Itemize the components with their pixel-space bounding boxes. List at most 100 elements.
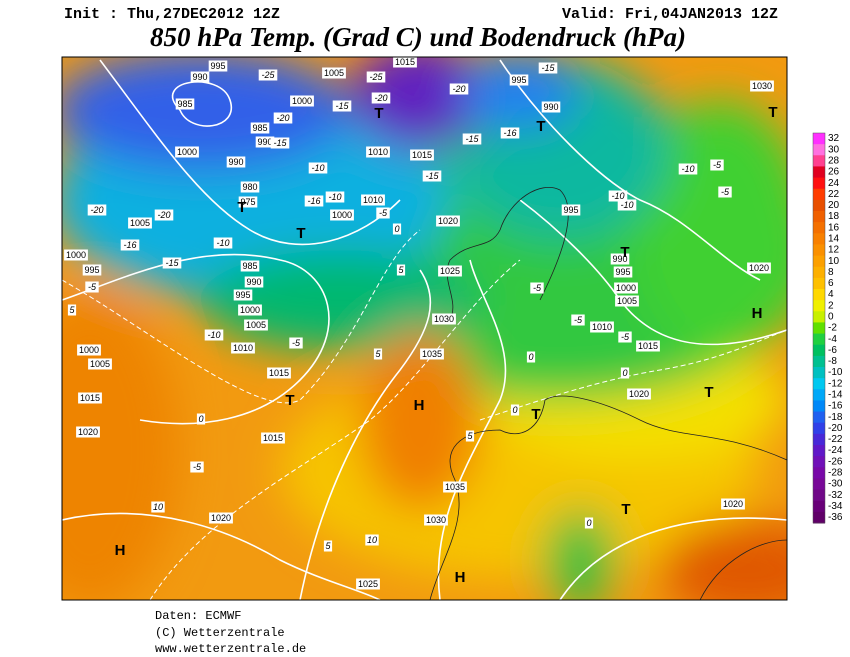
legend-swatch [813,333,825,346]
isotherm-label: 5 [375,349,381,359]
isotherm-label: 5 [69,305,75,315]
isobar-label-bg [747,262,771,274]
isobar-label: 1015 [395,57,415,67]
isobar-label-bg [208,60,228,72]
isobar-label-bg [244,319,268,331]
isobar-label: 990 [543,102,558,112]
isobar-label-bg [610,253,630,265]
legend-label: 20 [828,200,840,211]
legend-label: 12 [828,245,840,256]
isobar-label: 985 [242,261,257,271]
isobar-label-bg [190,71,210,83]
isotherm-label: -20 [157,210,170,220]
low-pressure-center: T [374,105,383,122]
isobar-label-bg [438,265,462,277]
isobar-label: 985 [252,123,267,133]
legend-label: 26 [828,167,840,178]
legend-swatch [813,400,825,413]
high-pressure-center: H [414,397,425,414]
isotherm-label: 10 [153,502,163,512]
isobar-label-bg [721,498,745,510]
isobar-label: 1020 [723,499,743,509]
legend-swatch [813,322,825,335]
isotherm-label: -10 [681,164,694,174]
isobar-label: 1005 [246,320,266,330]
isotherm-label-bg [526,351,536,363]
isotherm-label: -5 [292,338,301,348]
legend-label: -24 [828,445,843,456]
isobar-label: 990 [228,157,243,167]
isobar-label-bg [366,146,390,158]
isobar-label: 1000 [332,210,352,220]
legend-swatch [813,500,825,513]
isotherm-label-bg [371,92,391,104]
isobar-label-bg [238,196,258,208]
legend-swatch [813,244,825,257]
isobar-label-bg [613,266,633,278]
isobars [62,59,787,600]
isobar-label: 1005 [324,68,344,78]
isotherm-label-bg [204,329,224,341]
legend-swatch [813,311,825,323]
isobar-label: 1015 [269,368,289,378]
isotherms [62,229,787,600]
legend-label: 16 [828,222,840,233]
isotherm-label-bg [325,191,345,203]
isotherm-label-bg [323,540,333,552]
isotherm-label-bg [151,501,165,513]
isobar-label: 995 [84,265,99,275]
legend-label: -6 [828,345,837,356]
isobar-label-bg [267,367,291,379]
isobar-label: 1030 [426,515,446,525]
isobar-label-bg [432,313,456,325]
low-pressure-center: T [296,225,305,242]
isotherm-label-bg [465,430,475,442]
isotherm-label: -20 [90,205,103,215]
isotherm-label-bg [620,367,630,379]
isobar-label-bg [290,95,314,107]
legend-swatch [813,199,825,212]
isobar-label-bg [627,388,651,400]
isotherm-label: -10 [216,238,229,248]
isobar-label: 1020 [749,263,769,273]
isotherm-label: 0 [586,518,591,528]
legend-label: 0 [828,311,834,322]
isotherm-label-bg [273,112,293,124]
legend-label: 18 [828,211,840,222]
isotherm-label-bg [618,331,632,343]
isotherm-label: -20 [452,84,465,94]
valid-time: Valid: Fri,04JAN2013 12Z [562,6,778,23]
legend-label: -34 [828,501,843,512]
isotherm-label: -15 [273,138,287,148]
isobar-label-bg [615,295,639,307]
legend-frame [812,132,826,524]
legend-swatch [813,255,825,268]
legend-swatch [813,389,825,401]
isobar-label-bg [443,481,467,493]
isobar-label-bg [240,181,260,193]
isobar-label-bg [330,209,354,221]
isotherm-label: -25 [261,70,275,80]
legend-label: 14 [828,233,840,244]
isobar-label-bg [240,260,260,272]
legend-label: 30 [828,144,840,155]
isotherm-label-bg [396,264,406,276]
isobar-label: 975 [240,197,255,207]
isotherm-label-bg [366,71,386,83]
isobar-label: 1025 [440,266,460,276]
isotherm-label: -5 [88,282,97,292]
isobar-label: 1030 [752,81,772,91]
legend-swatch [813,188,825,201]
legend-label: -36 [828,512,843,523]
isobar-label-bg [76,426,100,438]
isotherm-label-bg [270,137,290,149]
isotherm-label-bg [718,186,732,198]
low-pressure-center: T [536,118,545,135]
isobar-label: 1020 [78,427,98,437]
legend-label: 6 [828,278,834,289]
isobar-label: 1020 [438,216,458,226]
isobar-label-bg [322,67,346,79]
isotherm-label-bg [710,159,724,171]
isotherm-label: -15 [425,171,439,181]
